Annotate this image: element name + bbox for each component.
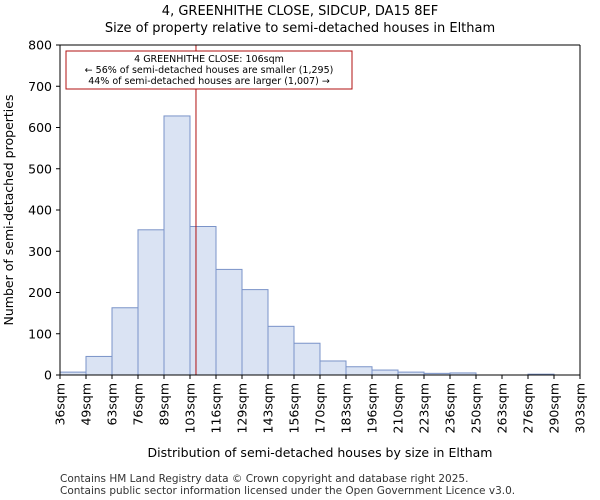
x-tick-label: 250sqm: [469, 383, 484, 433]
x-tick-label: 210sqm: [391, 383, 406, 433]
x-tick-label: 196sqm: [365, 383, 380, 433]
x-tick-label: 183sqm: [339, 383, 354, 433]
x-tick-label: 236sqm: [443, 383, 458, 433]
y-tick-label: 800: [28, 38, 52, 53]
x-tick-label: 303sqm: [573, 383, 588, 433]
x-tick-label: 76sqm: [131, 383, 146, 426]
chart-title: 4, GREENHITHE CLOSE, SIDCUP, DA15 8EF: [161, 4, 439, 19]
x-tick-label: 290sqm: [547, 383, 562, 433]
x-tick-label: 156sqm: [287, 383, 302, 433]
x-tick-label: 103sqm: [183, 383, 198, 433]
x-tick-label: 143sqm: [261, 383, 276, 433]
bar-143sqm: [267, 325, 295, 376]
x-tick-label: 36sqm: [53, 383, 68, 426]
annotation-box: 4 GREENHITHE CLOSE: 106sqm ← 56% of semi…: [65, 50, 353, 90]
chart-subtitle: Size of property relative to semi-detach…: [104, 21, 496, 36]
bars-group: [59, 115, 555, 376]
y-tick-label: 500: [28, 161, 52, 176]
y-tick-label: 300: [28, 244, 52, 259]
x-tick-label: 89sqm: [157, 383, 172, 426]
annotation-line-3: 44% of semi-detached houses are larger (…: [88, 76, 330, 87]
annotation-line-1: 4 GREENHITHE CLOSE: 106sqm: [134, 54, 284, 65]
bar-129sqm: [241, 289, 269, 376]
x-tick-label: 170sqm: [313, 383, 328, 433]
y-tick-label: 400: [28, 203, 52, 218]
chart: 0 100 200 300 400 500 600 700 800 36sqm 49sqm 63sqm…: [1, 38, 588, 461]
x-tick-label: 263sqm: [495, 383, 510, 433]
y-tick-label: 100: [28, 326, 52, 341]
bar-196sqm: [371, 369, 399, 376]
annotation-line-2: ← 56% of semi-detached houses are smalle…: [85, 65, 334, 76]
footer-line-1: Contains HM Land Registry data © Crown c…: [60, 473, 469, 485]
x-tick-label: 63sqm: [105, 383, 120, 426]
footer-line-2: Contains public sector information licen…: [60, 485, 516, 497]
y-axis-label: Number of semi-detached properties: [1, 95, 16, 326]
bar-170sqm: [319, 360, 347, 376]
axes-group: 0 100 200 300 400 500 600 700 800 36sqm 49sqm 63sqm…: [28, 38, 587, 434]
x-tick-label: 49sqm: [79, 383, 94, 426]
x-tick-label: 116sqm: [209, 383, 224, 433]
bar-89sqm: [163, 115, 191, 376]
x-axis-label: Distribution of semi-detached houses by …: [148, 445, 493, 460]
bar-63sqm: [111, 307, 139, 376]
x-tick-label: 129sqm: [235, 383, 250, 433]
bar-156sqm: [293, 342, 321, 376]
bar-183sqm: [345, 366, 373, 376]
y-tick-label: 200: [28, 285, 52, 300]
y-tick-label: 600: [28, 120, 52, 135]
bar-49sqm: [85, 355, 113, 376]
x-tick-label: 276sqm: [521, 383, 536, 433]
bar-116sqm: [215, 268, 243, 376]
y-tick-label: 0: [44, 368, 52, 383]
y-tick-label: 700: [28, 79, 52, 94]
bar-76sqm: [137, 229, 165, 376]
x-tick-label: 223sqm: [417, 383, 432, 433]
bar-103sqm: [189, 226, 217, 376]
